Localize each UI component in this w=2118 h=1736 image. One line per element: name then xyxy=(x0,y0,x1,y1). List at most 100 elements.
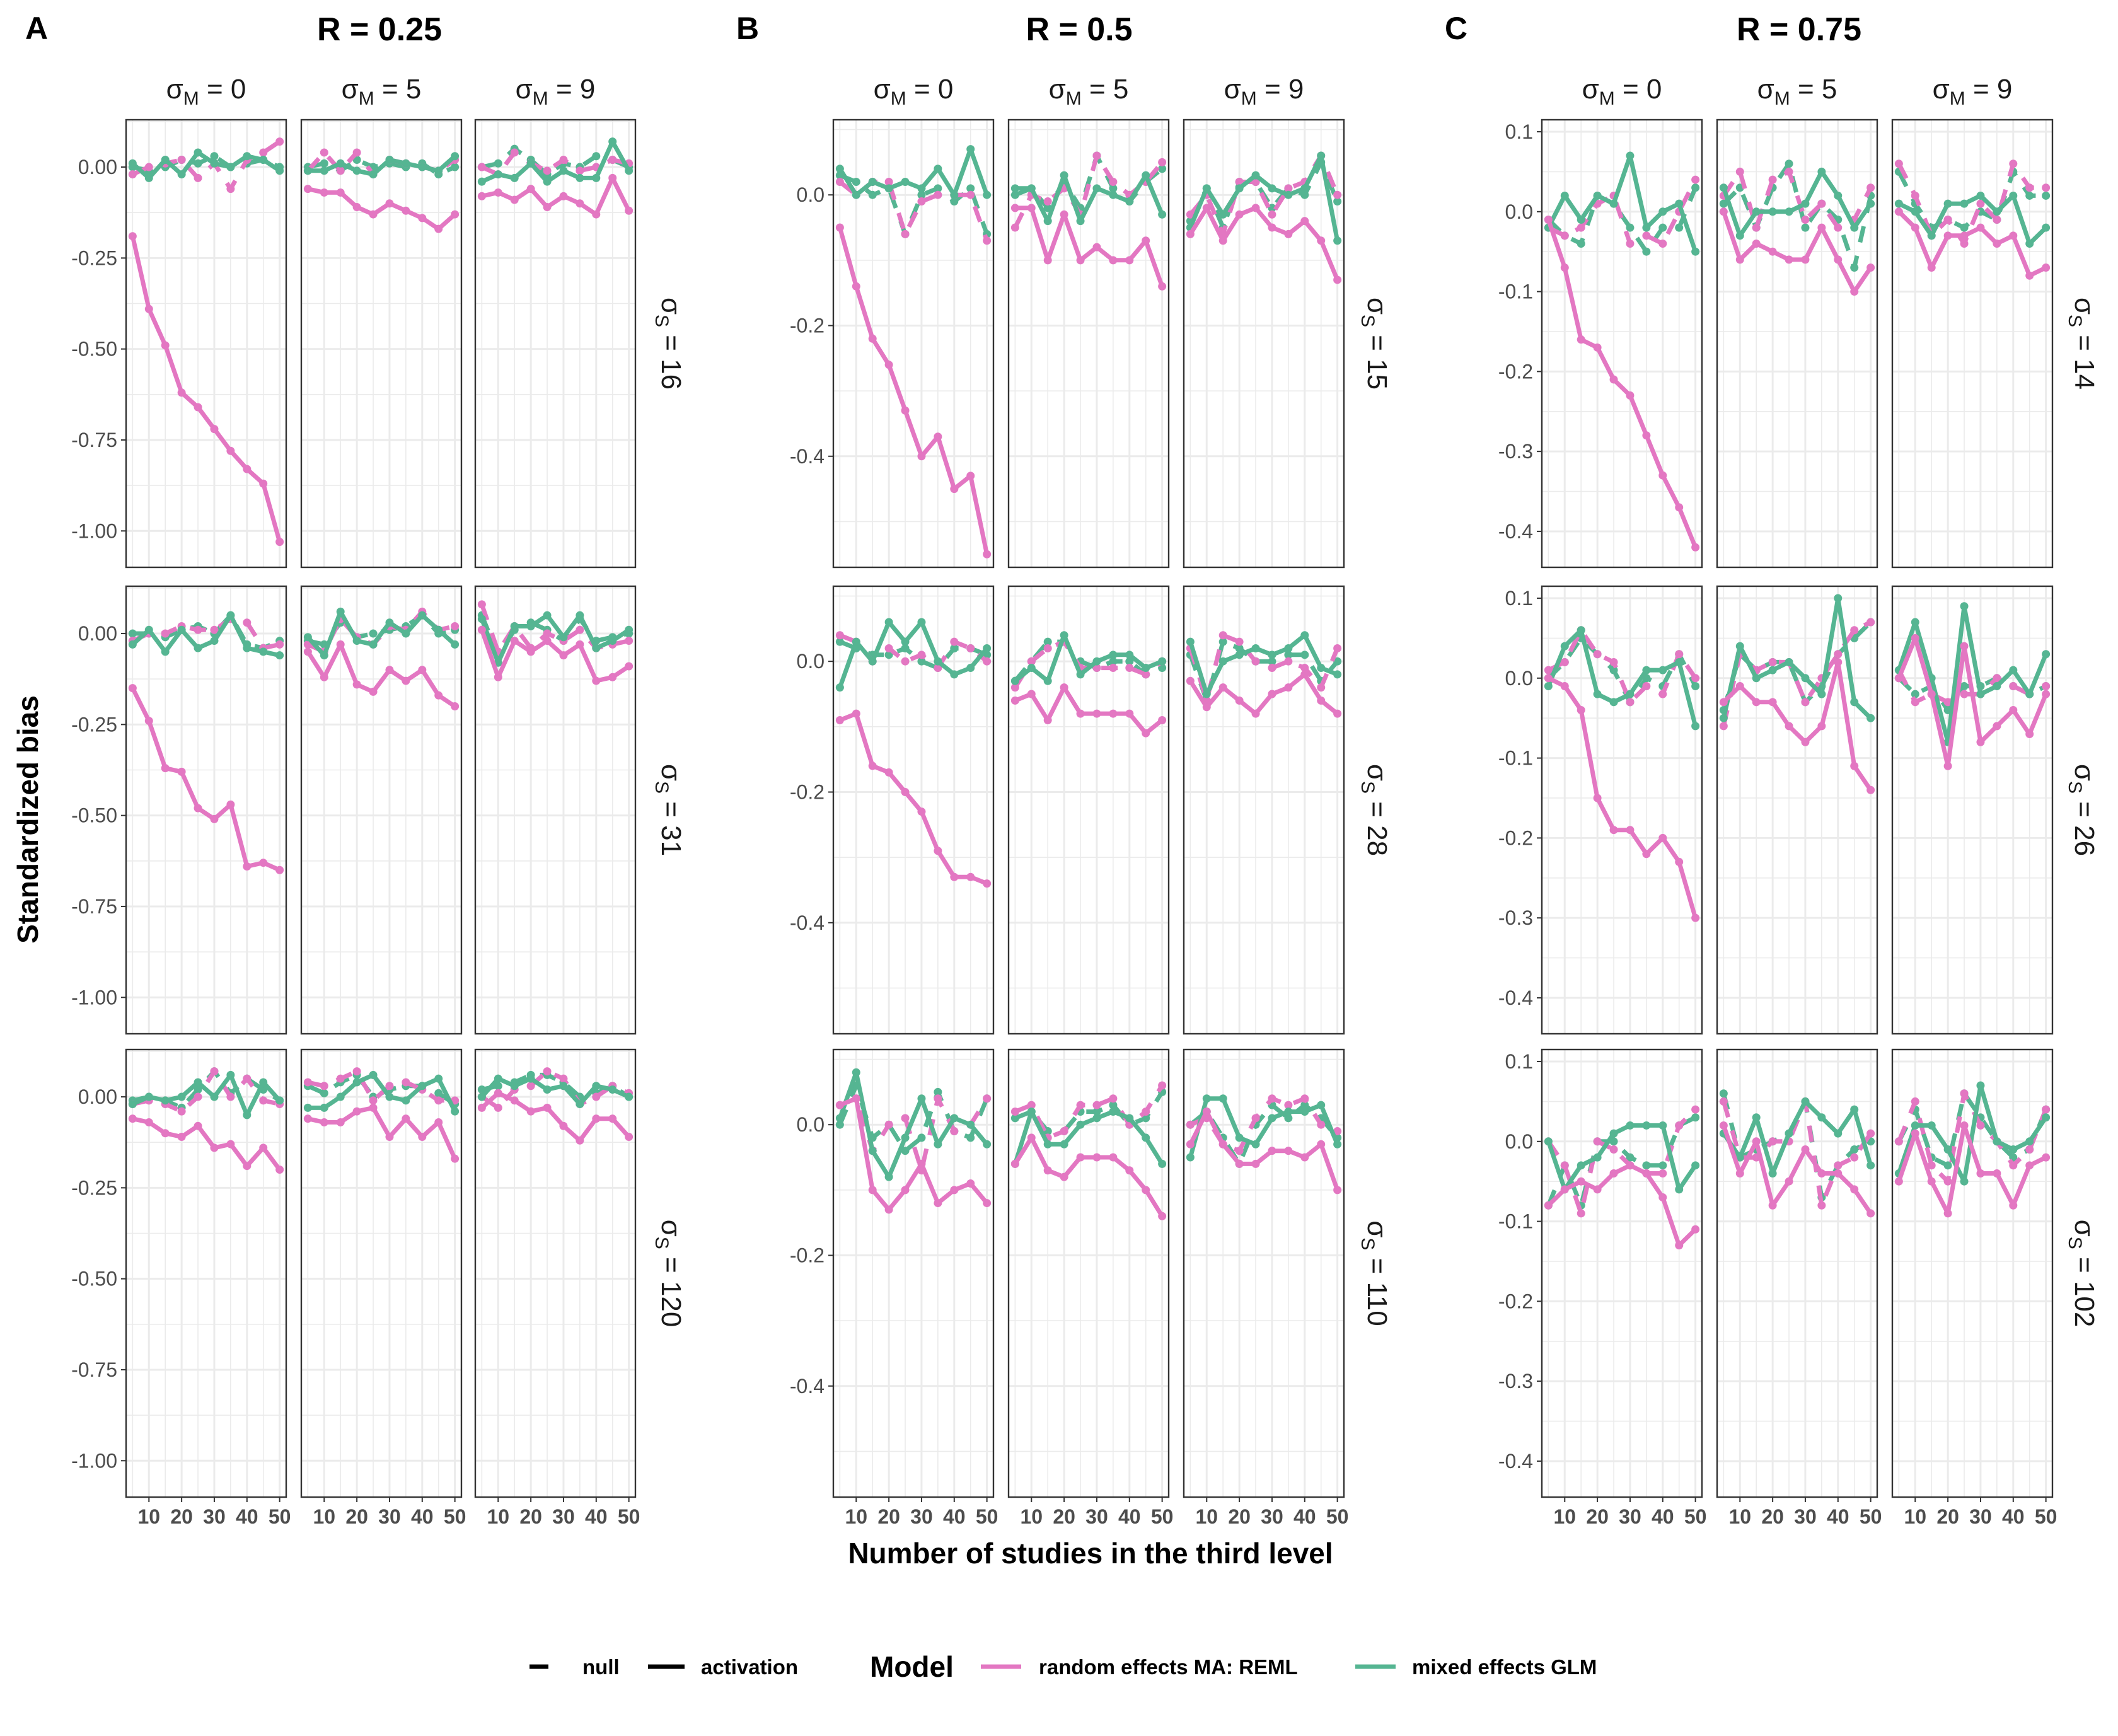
data-point-reml_act xyxy=(1076,256,1085,265)
data-point-reml_act xyxy=(868,1186,877,1195)
data-point-reml_null xyxy=(966,644,975,652)
data-point-glm_act xyxy=(1675,657,1684,666)
data-point-reml_act xyxy=(1927,1177,1936,1186)
data-point-reml_act xyxy=(1076,1153,1085,1162)
series-line-glm_act xyxy=(1546,628,1698,727)
data-point-reml_null xyxy=(1894,159,1903,168)
series-line-reml_null xyxy=(1897,1091,2048,1184)
data-point-glm_null xyxy=(194,159,202,168)
data-point-reml_act xyxy=(526,185,535,194)
facet-border xyxy=(1183,119,1345,569)
data-point-glm_act xyxy=(1109,651,1118,659)
facet-border xyxy=(125,585,287,1035)
data-point-reml_act xyxy=(526,647,535,656)
data-point-reml_null xyxy=(1960,240,1969,248)
data-point-reml_act xyxy=(226,446,235,455)
data-point-glm_null xyxy=(1626,1153,1635,1162)
series-line-glm_act xyxy=(838,147,989,197)
ytick-label-B-2-2: -0.4 xyxy=(790,1375,825,1397)
data-point-reml_act xyxy=(1125,709,1134,718)
panel-title-A: R = 0.25 xyxy=(317,11,442,48)
data-point-glm_act xyxy=(950,670,959,679)
data-point-reml_null xyxy=(1158,1081,1167,1090)
facet-B-r2-c0: 10 20 30 40 50 xyxy=(828,1048,998,1528)
ytick-label-B-0-1: -0.2 xyxy=(790,314,825,337)
data-point-reml_null xyxy=(1691,175,1700,184)
data-point-glm_act xyxy=(1927,1121,1936,1130)
data-point-reml_act xyxy=(1251,204,1260,212)
data-point-glm_act xyxy=(1609,199,1618,208)
facet-C-r2-c2: 10 20 30 40 50 xyxy=(1891,1048,2057,1528)
ytick-label-C-2-2: -0.1 xyxy=(1498,1210,1533,1233)
facet-border xyxy=(832,1048,995,1498)
data-point-reml_null xyxy=(1768,657,1777,666)
data-point-reml_act xyxy=(402,676,410,685)
facet-border xyxy=(832,119,995,569)
data-point-reml_null xyxy=(543,1067,552,1076)
data-point-glm_act xyxy=(418,611,427,620)
data-point-reml_null xyxy=(477,600,486,609)
data-point-reml_null xyxy=(1109,1094,1118,1103)
ytick-label-A-0-1: -0.25 xyxy=(71,246,117,269)
data-point-glm_act xyxy=(983,1140,992,1149)
data-point-glm_null xyxy=(1158,664,1167,673)
legend: null activation Model random effects MA:… xyxy=(530,1650,1597,1683)
data-point-reml_act xyxy=(194,804,202,813)
ytick-label-C-0-1: 0.0 xyxy=(1505,200,1533,223)
data-point-reml_null xyxy=(2042,1105,2051,1114)
data-point-glm_act xyxy=(1691,247,1700,256)
data-point-reml_act xyxy=(161,341,170,350)
data-point-glm_act xyxy=(177,625,186,634)
data-point-reml_act xyxy=(625,206,634,215)
data-point-reml_act xyxy=(1333,709,1342,718)
data-point-reml_null xyxy=(1317,1120,1326,1129)
y-axis-title: Standardized bias xyxy=(11,695,44,944)
legend-color-glm: mixed effects GLM xyxy=(1355,1655,1597,1679)
data-point-glm_null xyxy=(320,1089,328,1097)
data-point-glm_act xyxy=(494,170,502,179)
ytick-label-C-0-5: -0.4 xyxy=(1498,520,1533,543)
data-point-reml_null xyxy=(303,1078,312,1087)
data-point-reml_act xyxy=(451,210,460,219)
data-point-reml_act xyxy=(275,1165,284,1174)
data-point-reml_act xyxy=(1609,375,1618,384)
series-line-glm_null xyxy=(132,154,281,173)
data-point-reml_act xyxy=(608,1114,617,1123)
data-point-glm_act xyxy=(510,622,519,630)
data-point-reml_null xyxy=(434,1096,443,1105)
data-point-reml_act xyxy=(1626,826,1635,835)
data-point-reml_null xyxy=(1284,657,1293,666)
series-line-glm_null xyxy=(1188,639,1340,703)
data-point-reml_act xyxy=(1817,223,1826,232)
data-point-glm_null xyxy=(917,657,926,666)
data-point-glm_act xyxy=(1560,642,1569,651)
data-point-reml_act xyxy=(336,640,345,649)
data-point-reml_null xyxy=(194,1092,202,1101)
data-point-reml_act xyxy=(259,859,268,867)
facet-border xyxy=(474,585,637,1035)
data-point-reml_null xyxy=(1010,683,1019,692)
data-point-glm_act xyxy=(1658,207,1667,216)
xtick-label-40: 40 xyxy=(1652,1505,1674,1528)
data-point-reml_null xyxy=(161,629,170,638)
data-point-reml_null xyxy=(128,170,137,179)
data-point-glm_null xyxy=(966,184,975,193)
series-line-reml_act xyxy=(839,1096,989,1212)
data-point-reml_act xyxy=(2042,1153,2051,1162)
data-point-glm_act xyxy=(1658,666,1667,674)
series-line-glm_act xyxy=(1897,193,2048,246)
data-point-reml_null xyxy=(1284,1101,1293,1109)
data-point-reml_act xyxy=(128,684,137,693)
data-point-glm_act xyxy=(161,155,170,164)
data-point-reml_act xyxy=(418,214,427,223)
data-point-reml_act xyxy=(1060,1172,1068,1181)
data-point-reml_act xyxy=(1092,709,1101,718)
data-point-glm_act xyxy=(1642,1121,1651,1130)
data-point-reml_null xyxy=(576,625,584,634)
panel-letter-B: B xyxy=(736,11,759,46)
facet-border xyxy=(1716,1048,1878,1498)
xtick-label-10: 10 xyxy=(1553,1505,1576,1528)
data-point-glm_act xyxy=(2042,650,2051,659)
data-point-glm_act xyxy=(128,640,137,649)
